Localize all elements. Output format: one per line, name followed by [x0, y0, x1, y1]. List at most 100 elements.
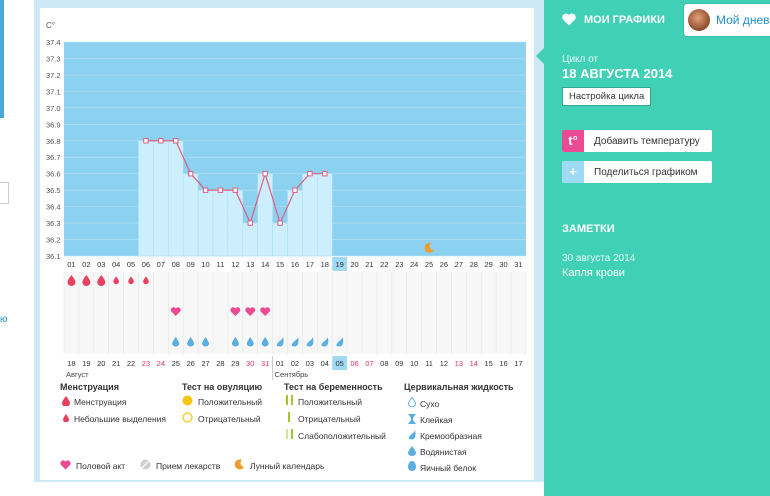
temperature-point [143, 138, 149, 144]
fluid-drop-mark [202, 337, 210, 347]
left-edge-text: ю [0, 314, 8, 325]
legend-ovulation-positive: Положительный [198, 397, 262, 407]
legend-fluid-eggwhite: Яичный белок [420, 463, 476, 473]
cycle-day-label: 04 [112, 260, 120, 269]
temperature-point [232, 187, 239, 193]
temperature-bar [212, 189, 229, 257]
temperature-point [262, 170, 268, 177]
share-chart-label: Поделиться графиком [594, 167, 698, 178]
cycle-day-label: 11 [217, 260, 225, 269]
moon-icon [234, 459, 244, 470]
legend-menstruation: Менструация [74, 397, 127, 407]
temperature-bar [302, 173, 318, 257]
cycle-day-label: 26 [440, 260, 448, 269]
note-text[interactable]: Капля крови [562, 267, 625, 279]
pregnancy-negative-icon [288, 412, 290, 422]
cycle-label: Цикл от [562, 54, 599, 65]
user-menu[interactable]: Мой дневн [684, 4, 770, 36]
user-name[interactable]: Мой дневн [716, 13, 770, 27]
calendar-date-label: 13 [455, 359, 463, 368]
cycle-date: 18 АВГУСТА 2014 [562, 66, 673, 81]
legend-menstruation-title: Менструация [60, 382, 119, 392]
heart-icon [562, 13, 576, 26]
cycle-day-label: 31 [514, 260, 522, 269]
plus-icon: + [562, 161, 584, 183]
cycle-day-label: 12 [231, 260, 239, 269]
menstruation-drop-icon [62, 396, 70, 406]
calendar-date-label: 04 [321, 359, 329, 368]
add-temperature-button[interactable]: t° Добавить температуру [562, 130, 712, 152]
avatar[interactable] [688, 9, 710, 31]
fluid-drop-mark [306, 337, 314, 347]
share-chart-button[interactable]: + Поделиться графиком [562, 161, 712, 183]
y-tick-label: 36.4 [46, 203, 61, 212]
my-charts-title[interactable]: МОИ ГРАФИКИ [584, 14, 665, 26]
menstruation-drop-mark [128, 276, 134, 285]
temperature-point [158, 138, 164, 144]
thermometer-t-icon: t° [562, 130, 584, 152]
symptom-grid [64, 272, 526, 354]
ovulation-negative-icon [182, 412, 193, 423]
cycle-day-label: 18 [321, 260, 329, 269]
intercourse-heart-mark [170, 307, 181, 316]
legend-fluid-dry: Сухо [420, 399, 440, 409]
calendar-date-label: 03 [306, 359, 314, 368]
temperature-point [217, 187, 224, 193]
fluid-drop-mark [276, 337, 284, 347]
cycle-day-label: 14 [261, 260, 269, 269]
calendar-date-label: 05 [335, 359, 343, 368]
calendar-date-label: 09 [395, 359, 403, 368]
cycle-day-label: 15 [276, 260, 284, 269]
legend-moon: Лунный календарь [250, 461, 325, 471]
y-tick-label: 37.2 [46, 71, 61, 80]
ovulation-positive-icon [182, 395, 193, 406]
cycle-day-label: 01 [67, 260, 75, 269]
temperature-bar [182, 173, 199, 257]
temperature-point [247, 220, 253, 226]
calendar-date-label: 01 [276, 359, 284, 368]
calendar-date-label: 25 [172, 359, 180, 368]
notes-title: ЗАМЕТКИ [562, 223, 615, 235]
fluid-drop-mark [321, 337, 329, 347]
y-tick-label: 36.5 [46, 186, 61, 195]
cycle-day-label: 20 [350, 260, 358, 269]
fluid-dry-icon [408, 397, 416, 407]
calendar-date-label: 23 [142, 359, 150, 368]
cycle-day-label: 29 [484, 260, 492, 269]
legend: Менструация Менструация Небольшие выделе… [40, 380, 534, 480]
cycle-day-label: 24 [410, 260, 418, 269]
note-date: 30 августа 2014 [562, 253, 636, 264]
cycle-day-label: 07 [157, 260, 165, 269]
calendar-date-label: 26 [186, 359, 194, 368]
fluid-creamy-icon [408, 430, 416, 440]
left-edge-strip [0, 0, 4, 118]
cycle-day-label: 13 [246, 260, 254, 269]
calendar-date-label: 16 [499, 359, 507, 368]
calendar-date-label: 14 [470, 359, 478, 368]
cycle-day-label: 06 [142, 260, 150, 269]
spotting-drop-icon [63, 414, 69, 422]
cycle-day-label: 17 [306, 260, 314, 269]
fluid-drop-mark [246, 337, 254, 347]
legend-fluid-creamy: Кремообразная [420, 431, 482, 441]
y-tick-label: 36.8 [46, 137, 61, 146]
temperature-point [187, 170, 194, 177]
calendar-date-label: 11 [425, 359, 433, 368]
y-axis-unit: C° [46, 21, 55, 30]
calendar-date-label: 28 [216, 359, 224, 368]
legend-spotting: Небольшие выделения [74, 414, 166, 424]
cycle-day-label: 23 [395, 260, 403, 269]
cycle-settings-button[interactable]: Настройка цикла [562, 87, 652, 106]
month-label-september: Сентябрь [275, 370, 309, 379]
calendar-date-label: 27 [201, 359, 209, 368]
y-tick-label: 36.3 [46, 219, 61, 228]
intercourse-heart-mark [245, 307, 256, 316]
calendar-date-label: 06 [350, 359, 358, 368]
calendar-date-label: 02 [291, 359, 299, 368]
temperature-chart[interactable]: 37.4 37.3 37.2 37.1 37.0 36.9 36.8 36.7 36.6 36.5… [40, 8, 534, 380]
cycle-day-label: 25 [425, 260, 433, 269]
y-tick-label: 36.9 [46, 120, 61, 129]
cycle-day-label: 16 [291, 260, 299, 269]
temperature-bar [317, 173, 333, 257]
add-temperature-label: Добавить температуру [594, 136, 700, 147]
